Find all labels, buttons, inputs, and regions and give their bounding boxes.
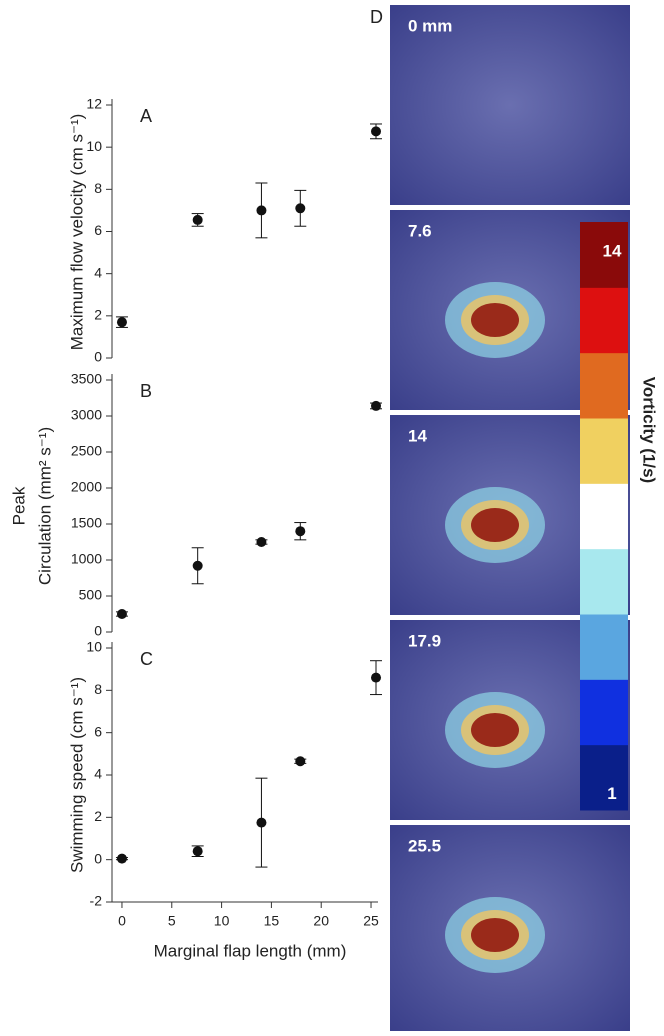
colorbar-band	[580, 418, 628, 484]
point	[116, 853, 127, 864]
y-tick-label: 500	[79, 587, 103, 603]
y-tick-label: 1500	[71, 515, 102, 531]
y-axis-label: Circulation (mm² s⁻¹)	[35, 427, 54, 585]
frame-label: 17.9	[408, 631, 441, 650]
x-tick-label: 5	[168, 913, 176, 929]
y-tick-label: 3000	[71, 407, 102, 423]
point	[295, 526, 306, 537]
point	[371, 672, 382, 683]
panel-label: B	[140, 381, 152, 401]
colorbar-tick-label: 14	[603, 242, 622, 261]
vortex	[471, 918, 519, 952]
point	[295, 203, 306, 214]
point	[371, 126, 382, 137]
y-tick-label: 2000	[71, 479, 102, 495]
point	[192, 560, 203, 571]
colorbar-tick-label: 1	[607, 784, 616, 803]
vortex	[471, 713, 519, 747]
y-axis-label: Swimming speed (cm s⁻¹)	[67, 677, 86, 873]
y-tick-label: 2	[94, 808, 102, 824]
colorbar-band	[580, 483, 628, 550]
x-tick-label: 0	[118, 913, 126, 929]
frame-label: 25.5	[408, 836, 441, 855]
y-tick-label: 0	[94, 623, 102, 639]
y-tick-label: 4	[94, 264, 102, 280]
panel-label: C	[140, 649, 153, 669]
point	[256, 537, 267, 547]
y-tick-label: 10	[86, 639, 102, 655]
y-tick-label: -2	[90, 893, 103, 909]
x-tick-label: 25	[363, 913, 379, 929]
colorbar-band	[580, 287, 628, 354]
point	[371, 400, 382, 411]
y-tick-label: 12	[86, 96, 102, 112]
y-tick-label: 4	[94, 766, 102, 782]
y-tick-label: 1000	[71, 551, 102, 567]
y-tick-label: 10	[86, 138, 102, 154]
vortex	[471, 508, 519, 542]
y-axis-label: Maximum flow velocity (cm s⁻¹)	[67, 114, 86, 351]
y-tick-label: 0	[94, 850, 102, 866]
point	[256, 817, 267, 828]
point	[192, 214, 203, 225]
y-tick-label: 8	[94, 180, 102, 196]
colorbar-tick-label: 7	[607, 534, 616, 553]
point	[295, 756, 306, 767]
y-tick-label: 2500	[71, 443, 102, 459]
x-tick-label: 20	[313, 913, 329, 929]
colorbar-band	[580, 352, 628, 419]
y-axis-label: Peak	[9, 486, 28, 525]
frame-label: 14	[408, 426, 427, 445]
image-frame	[390, 5, 630, 205]
colorbar-band	[580, 744, 628, 811]
y-tick-label: 6	[94, 222, 102, 238]
y-tick-label: 6	[94, 723, 102, 739]
y-tick-label: 2	[94, 307, 102, 323]
colorbar-band	[580, 222, 628, 288]
frame-label: 0 mm	[408, 16, 452, 35]
panel-label: D	[370, 7, 383, 27]
point	[256, 205, 267, 216]
colorbar-title: Vorticity (1/s)	[640, 377, 659, 483]
colorbar-band	[580, 548, 628, 615]
vortex	[471, 303, 519, 337]
point	[116, 317, 127, 328]
colorbar-band	[580, 679, 628, 746]
x-tick-label: 10	[214, 913, 230, 929]
y-tick-label: 8	[94, 681, 102, 697]
x-axis-label: Marginal flap length (mm)	[154, 941, 347, 960]
point	[192, 846, 203, 857]
colorbar-band	[580, 614, 628, 680]
y-tick-label: 3500	[71, 371, 102, 387]
x-tick-label: 15	[264, 913, 280, 929]
frame-label: 7.6	[408, 221, 432, 240]
point	[116, 609, 127, 619]
panel-label: A	[140, 106, 152, 126]
y-tick-label: 0	[94, 349, 102, 365]
